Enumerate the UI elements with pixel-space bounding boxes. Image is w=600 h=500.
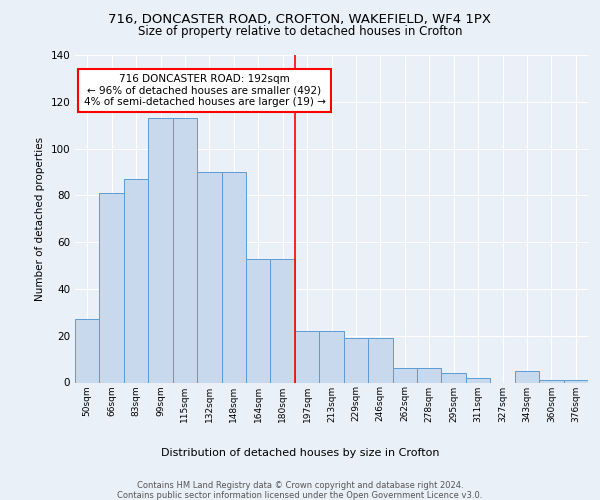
Bar (442, 373, 466, 382)
Text: Size of property relative to detached houses in Crofton: Size of property relative to detached ho… (138, 25, 462, 38)
Bar (319, 331, 344, 382)
Bar (148, 118, 173, 382)
Bar (466, 378, 490, 382)
Bar (75, 320, 100, 382)
Bar (368, 338, 392, 382)
Bar (515, 371, 539, 382)
Bar (417, 368, 442, 382)
Bar (246, 258, 271, 382)
Text: 716 DONCASTER ROAD: 192sqm
← 96% of detached houses are smaller (492)
4% of semi: 716 DONCASTER ROAD: 192sqm ← 96% of deta… (83, 74, 325, 107)
Text: Contains HM Land Registry data © Crown copyright and database right 2024.
Contai: Contains HM Land Registry data © Crown c… (118, 481, 482, 500)
Bar (295, 331, 319, 382)
Bar (539, 380, 563, 382)
Y-axis label: Number of detached properties: Number of detached properties (35, 136, 45, 301)
Bar (392, 368, 417, 382)
Bar (271, 258, 295, 382)
Bar (563, 380, 588, 382)
Bar (173, 118, 197, 382)
Text: Distribution of detached houses by size in Crofton: Distribution of detached houses by size … (161, 448, 439, 458)
Bar (197, 172, 221, 382)
Text: 716, DONCASTER ROAD, CROFTON, WAKEFIELD, WF4 1PX: 716, DONCASTER ROAD, CROFTON, WAKEFIELD,… (109, 12, 491, 26)
Bar (221, 172, 246, 382)
Bar (344, 338, 368, 382)
Bar (100, 193, 124, 382)
Bar (124, 179, 148, 382)
